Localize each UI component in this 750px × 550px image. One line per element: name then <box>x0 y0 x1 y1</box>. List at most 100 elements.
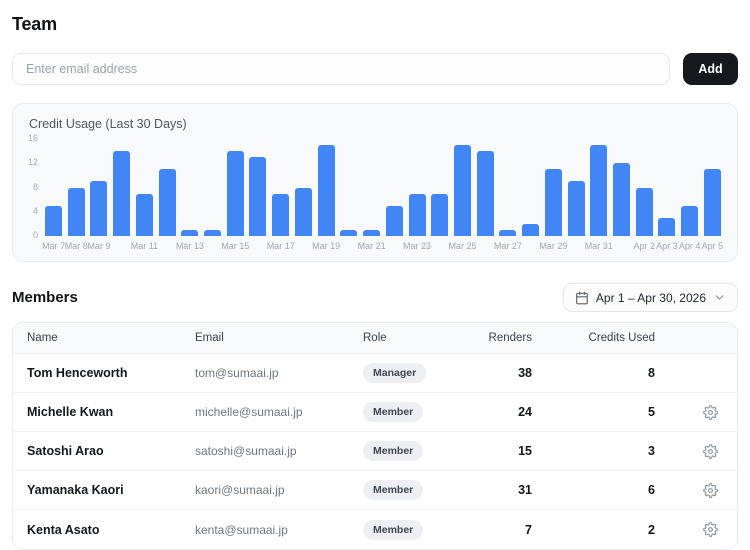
bar-column: Apr 3 <box>656 139 678 251</box>
bar-column: Mar 11 <box>131 139 158 251</box>
member-name: Satoshi Arao <box>27 444 104 458</box>
x-tick-label: Apr 2 <box>633 241 655 251</box>
y-tick-label: 4 <box>32 205 38 216</box>
table-row: Tom Henceworth tom@sumaai.jp Manager 38 … <box>13 354 737 393</box>
settings-gear-icon[interactable] <box>703 443 718 459</box>
x-tick-label: Apr 5 <box>701 241 724 251</box>
bar <box>67 187 85 236</box>
credits-value: 3 <box>648 444 655 458</box>
bar <box>499 229 517 236</box>
bar-column: Mar 31 <box>585 139 613 251</box>
bar <box>181 229 199 236</box>
bar-column: Mar 25 <box>448 139 476 251</box>
bar <box>476 151 494 236</box>
role-badge: Member <box>363 480 424 500</box>
member-name: Michelle Kwan <box>27 405 114 419</box>
y-tick-label: 16 <box>29 133 38 143</box>
x-tick-label: Mar 9 <box>87 241 111 251</box>
x-tick-label: Mar 23 <box>403 241 432 251</box>
bar-column <box>113 139 131 236</box>
members-header: Members Apr 1 – Apr 30, 2026 <box>12 283 738 312</box>
bar-column: Mar 15 <box>221 139 249 251</box>
bar <box>135 193 153 236</box>
member-email: satoshi@sumaai.jp <box>195 444 297 458</box>
bar <box>317 145 335 236</box>
x-tick-label: Mar 11 <box>130 241 159 251</box>
x-tick-label: Mar 17 <box>266 241 295 251</box>
member-email: kenta@sumaai.jp <box>195 522 288 537</box>
email-input[interactable] <box>12 53 670 85</box>
credits-value: 2 <box>648 522 655 537</box>
bar <box>408 193 426 236</box>
bar <box>294 187 312 236</box>
bar <box>635 187 653 236</box>
bar <box>113 151 131 236</box>
bar-column: Mar 17 <box>267 139 295 251</box>
bar-column <box>340 139 358 236</box>
bar <box>249 157 267 236</box>
bar <box>204 229 222 236</box>
renders-value: 7 <box>525 522 532 537</box>
settings-gear-icon[interactable] <box>703 404 718 420</box>
bar-column: Mar 29 <box>539 139 567 251</box>
bar <box>226 151 244 236</box>
credit-usage-card: Credit Usage (Last 30 Days) 0 4 8 12 16 Mar … <box>12 103 738 262</box>
y-tick-label: 0 <box>32 230 38 240</box>
page-title: Team <box>12 14 57 34</box>
x-tick-label: Mar 7 <box>42 241 66 251</box>
bar <box>522 223 540 236</box>
bar <box>90 181 108 236</box>
date-range-picker[interactable]: Apr 1 – Apr 30, 2026 <box>562 283 738 312</box>
bar-column <box>522 139 540 236</box>
bar-column <box>294 139 312 236</box>
bar-column <box>431 139 449 236</box>
bar-column: Mar 7 <box>42 139 65 251</box>
bar <box>453 145 471 236</box>
credits-value: 6 <box>648 483 655 497</box>
bar-column <box>158 139 176 236</box>
bar <box>340 229 358 236</box>
table-row: Michelle Kwan michelle@sumaai.jp Member … <box>13 393 737 432</box>
x-tick-label: Mar 13 <box>175 241 204 251</box>
chart-bars: Mar 7 Mar 8 Mar 9 Mar 11 Mar 13 Mar 15 Mar 17 M… <box>42 139 723 251</box>
bar <box>703 169 721 236</box>
x-tick-label: Mar 8 <box>64 241 88 251</box>
role-badge: Member <box>363 441 424 461</box>
calendar-icon <box>575 291 589 305</box>
x-tick-label: Mar 31 <box>584 241 613 251</box>
bar-column <box>249 139 267 236</box>
table-row: Kenta Asato kenta@sumaai.jp Member 7 2 <box>13 510 737 549</box>
x-tick-label: Mar 21 <box>357 241 386 251</box>
table-row: Yamanaka Kaori kaori@sumaai.jp Member 31… <box>13 471 737 510</box>
bar-column: Mar 13 <box>176 139 204 251</box>
member-name: Kenta Asato <box>27 522 100 537</box>
role-badge: Member <box>363 402 424 422</box>
bar <box>385 205 403 236</box>
x-tick-label: Mar 25 <box>448 241 477 251</box>
bar <box>363 229 381 236</box>
credits-value: 8 <box>648 366 655 380</box>
x-tick-label: Apr 3 <box>656 241 678 251</box>
chart-y-axis: 0 4 8 12 16 <box>29 133 38 240</box>
column-header-name: Name <box>27 332 58 344</box>
table-row: Satoshi Arao satoshi@sumaai.jp Member 15… <box>13 432 737 471</box>
x-tick-label: Mar 29 <box>539 241 568 251</box>
member-name: Yamanaka Kaori <box>27 483 124 497</box>
settings-gear-icon[interactable] <box>703 522 718 537</box>
bar-column: Apr 4 <box>679 139 700 251</box>
member-email: michelle@sumaai.jp <box>195 405 303 419</box>
settings-gear-icon[interactable] <box>703 482 718 498</box>
bar-column: Mar 8 <box>65 139 88 251</box>
role-badge: Manager <box>363 363 427 383</box>
column-header-email: Email <box>195 332 224 344</box>
bar <box>158 169 176 236</box>
bar-column <box>567 139 585 236</box>
renders-value: 24 <box>518 405 532 419</box>
add-button[interactable]: Add <box>683 53 738 85</box>
y-tick-label: 12 <box>29 157 38 168</box>
member-email: tom@sumaai.jp <box>195 366 279 380</box>
bar <box>431 193 449 236</box>
bar-column: Apr 5 <box>702 139 723 251</box>
credits-value: 5 <box>648 405 655 419</box>
